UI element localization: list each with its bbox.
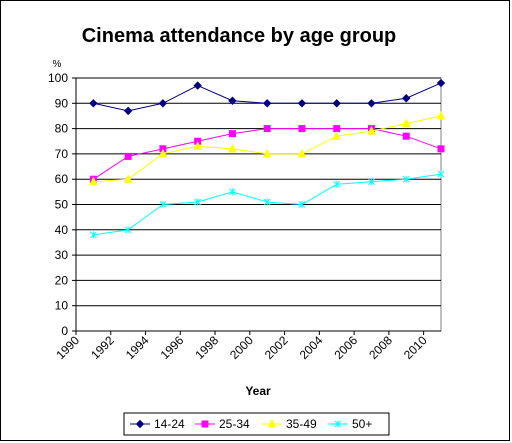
data-point-35-49 — [367, 126, 376, 135]
legend-marker — [201, 420, 209, 428]
data-point-14-24 — [193, 81, 202, 90]
x-tick-label: 2000 — [227, 333, 256, 362]
data-point-35-49 — [158, 148, 168, 158]
data-point-25-34 — [402, 132, 410, 140]
data-point-35-49 — [297, 148, 307, 158]
legend-label: 14-24 — [154, 417, 185, 431]
data-point-50+ — [263, 198, 271, 206]
data-point-50+ — [437, 170, 445, 178]
data-point-50+ — [333, 180, 341, 188]
legend: 14-24 25-34 35-49 50+ — [123, 412, 390, 436]
series-lines — [89, 78, 446, 239]
data-point-35-49 — [89, 176, 98, 186]
data-point-50+ — [159, 201, 167, 208]
x-tick-label: 2004 — [297, 333, 326, 362]
data-point-14-24 — [123, 106, 133, 116]
y-tick-label: 20 — [55, 273, 69, 287]
data-point-35-49 — [436, 110, 446, 120]
y-tick-label: 0 — [61, 324, 68, 338]
data-point-14-24 — [297, 99, 307, 108]
y-tick-label: 10 — [55, 299, 69, 313]
data-point-35-49 — [193, 141, 202, 150]
data-point-25-34 — [298, 125, 306, 133]
legend-item-14-24: 14-24 — [130, 417, 185, 431]
legend-item-25-34: 25-34 — [195, 417, 250, 431]
y-tick-label: 40 — [55, 223, 69, 237]
data-point-14-24 — [436, 78, 446, 88]
legend-label: 35-49 — [286, 417, 317, 431]
x-axis-ticks: 1990 1992 1994 1996 1998 2000 2002 2004 2006 2008… — [53, 331, 430, 362]
y-tick-label: 60 — [55, 172, 69, 186]
x-tick-label: 2010 — [401, 333, 430, 362]
legend-item-50+: 50+ — [328, 417, 372, 431]
data-point-14-24 — [332, 99, 341, 108]
data-point-25-34 — [263, 125, 271, 133]
series-50+ — [90, 170, 445, 239]
data-point-25-34 — [124, 152, 132, 160]
x-tick-label: 1990 — [53, 333, 82, 362]
data-point-35-49 — [123, 174, 133, 183]
data-point-35-49 — [332, 131, 342, 140]
data-point-14-24 — [402, 94, 411, 103]
y-tick-label: 90 — [55, 96, 69, 110]
data-point-14-24 — [158, 99, 168, 108]
y-axis-ticks: 0 10 20 30 40 50 60 70 80 90 100 — [48, 71, 441, 338]
y-tick-label: 80 — [55, 122, 69, 136]
gridlines — [76, 77, 441, 307]
legend-label: 25-34 — [219, 417, 250, 431]
data-point-50+ — [194, 198, 202, 206]
data-point-35-49 — [228, 143, 237, 153]
data-point-35-49 — [401, 118, 411, 128]
data-point-25-34 — [333, 125, 341, 133]
legend-marker — [267, 418, 277, 428]
legend-label: 50+ — [352, 417, 372, 431]
x-tick-label: 2008 — [366, 333, 395, 362]
legend-box — [123, 412, 390, 436]
data-point-50+ — [402, 175, 410, 183]
y-tick-label: 50 — [55, 198, 69, 212]
data-point-50+ — [298, 201, 306, 208]
x-tick-label: 1994 — [123, 333, 152, 362]
x-axis-label: Year — [245, 384, 271, 398]
x-tick-label: 1998 — [192, 333, 221, 362]
legend-marker — [334, 420, 342, 428]
data-point-25-34 — [437, 145, 445, 153]
chart-title: Cinema attendance by age group — [82, 25, 397, 47]
series-14-24 — [89, 78, 446, 116]
legend-marker — [135, 419, 145, 429]
data-point-50+ — [368, 178, 375, 186]
x-tick-label: 2002 — [262, 333, 291, 362]
y-tick-label: 70 — [55, 147, 69, 161]
data-point-35-49 — [262, 148, 272, 158]
x-tick-label: 2006 — [331, 333, 360, 362]
y-axis-label: % — [53, 59, 62, 70]
x-tick-label: 1992 — [88, 333, 117, 362]
legend-item-35-49: 35-49 — [262, 417, 317, 431]
y-tick-label: 30 — [55, 248, 69, 262]
y-tick-label: 100 — [48, 71, 68, 85]
series-35-49 — [89, 110, 446, 186]
x-tick-label: 1996 — [158, 333, 187, 362]
data-point-14-24 — [367, 99, 376, 108]
data-point-14-24 — [262, 99, 272, 108]
data-point-25-34 — [228, 130, 236, 138]
data-point-50+ — [229, 188, 236, 196]
data-point-14-24 — [89, 99, 98, 108]
data-point-14-24 — [228, 96, 237, 105]
data-point-50+ — [124, 226, 132, 234]
data-point-50+ — [90, 231, 97, 239]
